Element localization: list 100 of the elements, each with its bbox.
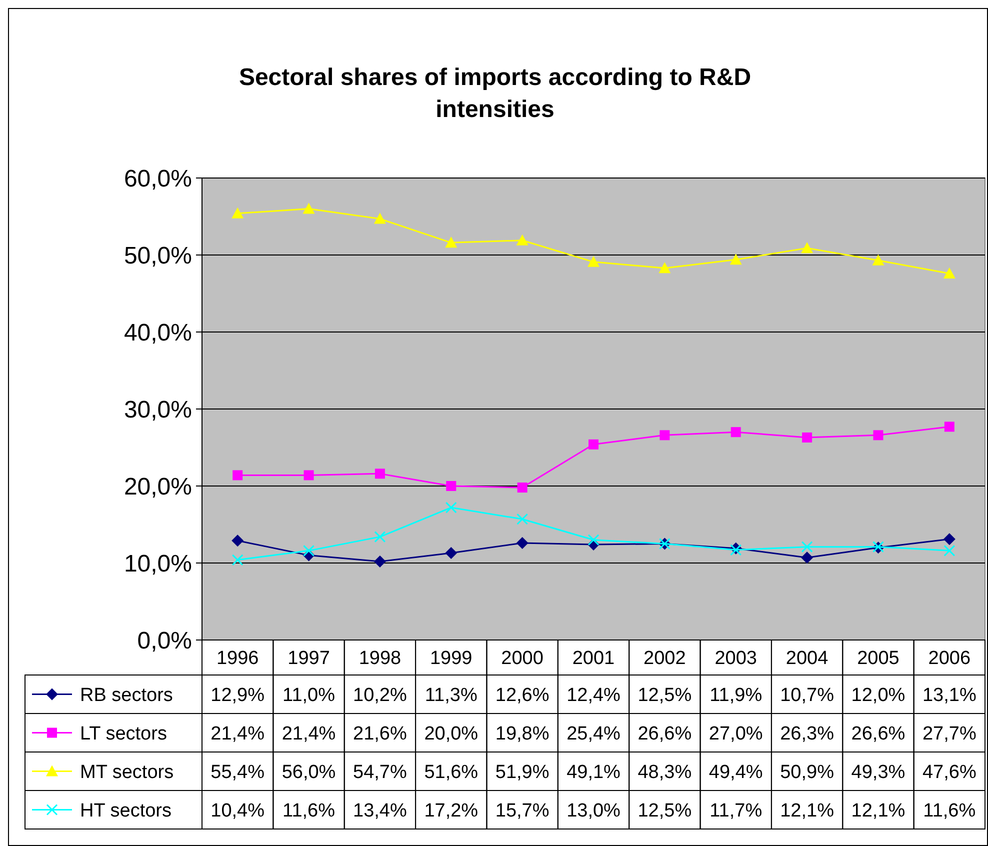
y-tick-label: 10,0% (124, 550, 192, 578)
y-tick-label: 30,0% (124, 396, 192, 424)
data-label: 26,3% (780, 723, 834, 744)
data-label: 47,6% (922, 762, 976, 783)
point (232, 207, 244, 218)
point (872, 254, 884, 266)
x-tick-label: 2002 (644, 648, 686, 670)
point (802, 432, 812, 442)
y-tick-label: 0,0% (137, 627, 192, 654)
point (801, 541, 813, 553)
point (303, 544, 315, 556)
data-label: 20,0% (424, 723, 478, 744)
point (516, 234, 528, 246)
data-label: 12,6% (495, 684, 550, 706)
data-label: 11,6% (282, 800, 336, 822)
data-label: 50,9% (780, 762, 834, 783)
y-tick-label: 60,0% (124, 165, 192, 192)
point (302, 202, 315, 214)
x-tick-label: 2001 (572, 648, 615, 670)
data-label: 12,1% (780, 800, 834, 822)
data-label: 27,0% (708, 723, 763, 744)
point (801, 242, 814, 254)
y-tick-label: 20,0% (124, 473, 192, 500)
point (943, 533, 956, 546)
data-label: 11,6% (923, 800, 976, 822)
point (445, 546, 458, 559)
data-label: 12,5% (638, 800, 692, 822)
legend-label: HT sectors (80, 800, 172, 822)
chart-title: Sectoral shares of imports according to R&D intensities (238, 64, 752, 123)
x-tick-label: 1998 (358, 648, 402, 670)
data-label: 51,9% (495, 762, 550, 783)
x-tick-label: 2006 (928, 648, 971, 670)
legend-label: LT sectors (80, 723, 167, 744)
data-label: 48,3% (638, 762, 692, 783)
data-label: 54,7% (353, 762, 407, 783)
point (588, 256, 600, 267)
point (944, 544, 956, 556)
point (446, 481, 456, 491)
point (374, 468, 385, 479)
data-label: 17,2% (424, 800, 478, 822)
point (232, 534, 244, 547)
data-label: 56,0% (282, 762, 336, 783)
data-label: 55,4% (210, 762, 265, 783)
x-tick-label: 2000 (501, 648, 544, 670)
data-label: 10,4% (210, 800, 265, 822)
data-label: 21,4% (282, 723, 336, 744)
data-label: 12,4% (566, 684, 621, 706)
legend-label: MT sectors (80, 762, 174, 783)
point (374, 212, 386, 224)
x-tick-label: 1999 (430, 648, 472, 670)
data-label: 10,7% (780, 684, 834, 706)
x-tick-label: 1997 (288, 648, 330, 670)
point (516, 536, 528, 549)
data-label: 21,4% (210, 723, 265, 744)
x-tick-label: 2003 (714, 648, 758, 670)
data-label: 26,6% (851, 723, 906, 744)
data-label: 27,7% (922, 723, 976, 744)
data-label: 11,3% (424, 684, 478, 706)
point (943, 267, 956, 278)
data-label: 21,6% (353, 723, 407, 744)
point (516, 513, 528, 525)
data-label: 11,7% (710, 800, 762, 822)
data-label: 15,7% (495, 800, 550, 822)
y-tick-label: 50,0% (124, 242, 192, 270)
data-label: 11,0% (282, 684, 336, 706)
point (232, 554, 244, 566)
legend-label: RB sectors (80, 684, 173, 706)
x-tick-label: 1996 (216, 648, 259, 670)
point (730, 427, 741, 438)
data-label: 51,6% (424, 762, 478, 783)
data-label: 49,3% (851, 762, 906, 783)
point (588, 439, 598, 450)
point (232, 470, 243, 480)
point (660, 430, 670, 440)
data-label: 13,1% (922, 684, 976, 706)
x-tick-label: 2004 (786, 648, 829, 670)
point (374, 555, 386, 568)
point (658, 262, 671, 274)
data-label: 10,2% (353, 684, 407, 706)
data-label: 19,8% (495, 723, 550, 744)
point (944, 422, 954, 432)
point (445, 502, 457, 514)
point (730, 254, 742, 265)
data-label: 13,4% (353, 800, 407, 822)
point (801, 552, 814, 564)
point (445, 236, 458, 248)
y-tick-label: 40,0% (124, 319, 192, 346)
data-label: 25,4% (566, 723, 621, 744)
data-label: 12,9% (210, 684, 265, 706)
data-label: 49,1% (566, 762, 621, 783)
x-tick-label: 2005 (857, 648, 900, 670)
data-label: 13,0% (566, 800, 621, 822)
data-label: 11,9% (710, 684, 762, 706)
point (374, 531, 386, 543)
point (588, 534, 600, 546)
data-label: 12,1% (851, 800, 906, 822)
data-label: 12,5% (638, 684, 692, 706)
data-label: 26,6% (638, 723, 692, 744)
point (304, 470, 314, 480)
data-label: 49,4% (708, 762, 763, 783)
